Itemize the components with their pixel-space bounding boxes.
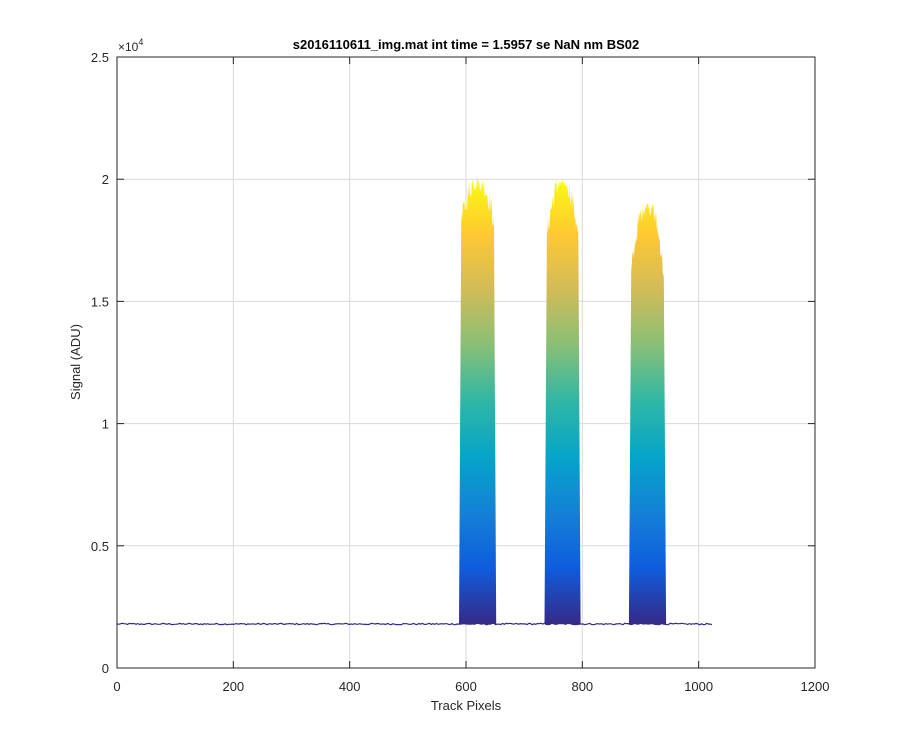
signal-peak-3 (628, 203, 667, 624)
x-tick-label: 200 (222, 679, 244, 694)
x-tick-label: 0 (113, 679, 120, 694)
y-tick-label: 1.5 (91, 294, 109, 309)
x-tick-label: 800 (571, 679, 593, 694)
y-exponent-base: ×10 (118, 40, 139, 54)
y-tick-label: 0.5 (91, 539, 109, 554)
chart-title: s2016110611_img.mat int time = 1.5957 se… (293, 37, 640, 52)
signal-peak-1 (459, 179, 497, 625)
x-tick-label: 1000 (684, 679, 713, 694)
x-axis-label: Track Pixels (431, 698, 502, 713)
x-tick-label: 1200 (801, 679, 830, 694)
signal-series (116, 179, 713, 626)
x-tick-label: 400 (339, 679, 361, 694)
y-exponent-label: ×104 (118, 37, 143, 54)
y-axis-ticks: 0 0.5 1 1.5 2 2.5 (91, 50, 815, 676)
y-tick-label: 2.5 (91, 50, 109, 65)
signal-peak-2 (544, 179, 581, 624)
y-axis-label: Signal (ADU) (68, 324, 83, 400)
y-tick-label: 2 (102, 172, 109, 187)
baseline-trace (116, 622, 713, 626)
y-tick-label: 1 (102, 417, 109, 432)
y-tick-label: 0 (102, 661, 109, 676)
x-axis-ticks: 0 200 400 600 800 1000 1200 (113, 57, 829, 694)
y-exponent-power: 4 (138, 37, 143, 47)
x-tick-label: 600 (455, 679, 477, 694)
